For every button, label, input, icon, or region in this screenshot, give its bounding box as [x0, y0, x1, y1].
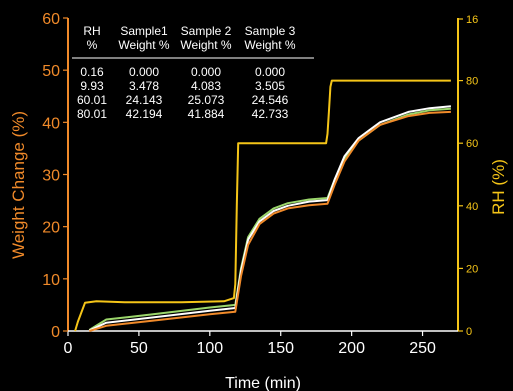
table-cell: 0.16: [80, 65, 104, 79]
x-tick-label: 50: [130, 340, 148, 357]
right-tick-label: 40: [466, 201, 478, 213]
series-line-1: [74, 79, 451, 332]
right-tick-label: 60: [466, 138, 478, 150]
table-header-cell: Weight %: [244, 38, 295, 52]
table-cell: 3.505: [255, 79, 285, 93]
x-tick-label: 100: [196, 340, 223, 357]
right-tick-label: 16: [466, 14, 478, 26]
right-tick-label: 80: [466, 76, 478, 88]
table-cell: 4.083: [191, 79, 221, 93]
table-cell: 60.01: [77, 93, 107, 107]
table-cell: 3.478: [129, 79, 159, 93]
left-tick-label: 30: [42, 168, 60, 185]
table-header-cell: Sample1: [120, 24, 168, 38]
series-lines: [74, 79, 451, 332]
table-header-cell: RH: [83, 24, 100, 38]
series-line-4: [89, 110, 451, 332]
tick-labels: 0 50 100 150 200 250 0 10 20 30 40 50 60 0 20 40 60 80 16: [42, 11, 478, 357]
right-tick-label: 20: [466, 263, 478, 275]
table-header-cell: Weight %: [118, 38, 169, 52]
x-tick-label: 0: [64, 340, 73, 357]
axes: [63, 17, 463, 336]
left-tick-label: 60: [42, 11, 60, 28]
table-cell: 24.143: [126, 93, 163, 107]
left-tick-label: 40: [42, 115, 60, 132]
table-cell: 80.01: [77, 107, 107, 121]
table-header-cell: %: [87, 38, 98, 52]
x-tick-label: 150: [267, 340, 294, 357]
x-axis-label: Time (min): [225, 375, 301, 391]
x-tick-label: 250: [409, 340, 436, 357]
series-line-2: [88, 107, 451, 331]
table-cell: 25.073: [188, 93, 225, 107]
left-tick-label: 50: [42, 63, 60, 80]
table-header-cell: Sample 2: [181, 24, 232, 38]
left-tick-label: 10: [42, 272, 60, 289]
table-cell: 24.546: [252, 93, 289, 107]
table-cell: 0.000: [129, 65, 159, 79]
left-tick-label: 20: [42, 220, 60, 237]
x-tick-label: 200: [338, 340, 365, 357]
series-line-3: [88, 105, 451, 332]
table-cell: 0.000: [255, 65, 285, 79]
left-axis-label: Weight Change (%): [9, 111, 28, 259]
left-tick-label: 0: [51, 324, 60, 341]
right-axis-label: RH (%): [489, 159, 508, 215]
right-tick-label: 0: [466, 326, 472, 338]
table-cell: 42.733: [252, 107, 289, 121]
table-cell: 41.884: [188, 107, 225, 121]
table-header-cell: Sample 3: [245, 24, 296, 38]
table-header-cell: Weight %: [180, 38, 231, 52]
table-cell: 0.000: [191, 65, 221, 79]
table-cell: 42.194: [126, 107, 163, 121]
table-cell: 9.93: [80, 79, 104, 93]
